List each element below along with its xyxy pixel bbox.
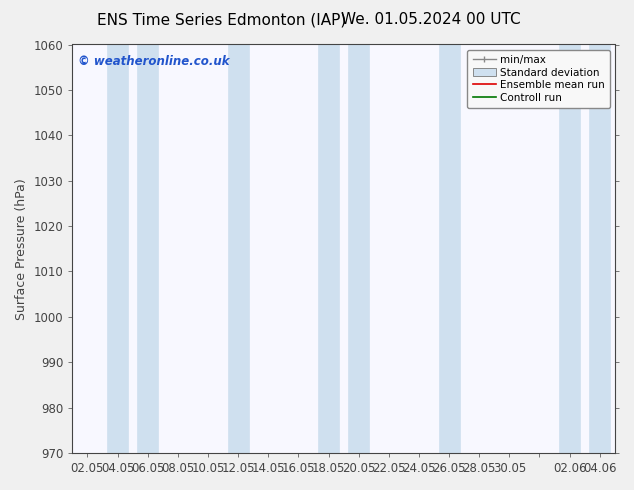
Text: We. 01.05.2024 00 UTC: We. 01.05.2024 00 UTC [341, 12, 521, 27]
Bar [439, 45, 460, 453]
Bar [318, 45, 339, 453]
Text: © weatheronline.co.uk: © weatheronline.co.uk [78, 55, 230, 68]
Y-axis label: Surface Pressure (hPa): Surface Pressure (hPa) [15, 178, 28, 319]
Bar [559, 45, 580, 453]
Bar [107, 45, 128, 453]
Text: ENS Time Series Edmonton (IAP): ENS Time Series Edmonton (IAP) [97, 12, 347, 27]
Bar [348, 45, 369, 453]
Bar [137, 45, 158, 453]
Bar [228, 45, 249, 453]
Legend: min/max, Standard deviation, Ensemble mean run, Controll run: min/max, Standard deviation, Ensemble me… [467, 49, 610, 108]
Bar [589, 45, 611, 453]
